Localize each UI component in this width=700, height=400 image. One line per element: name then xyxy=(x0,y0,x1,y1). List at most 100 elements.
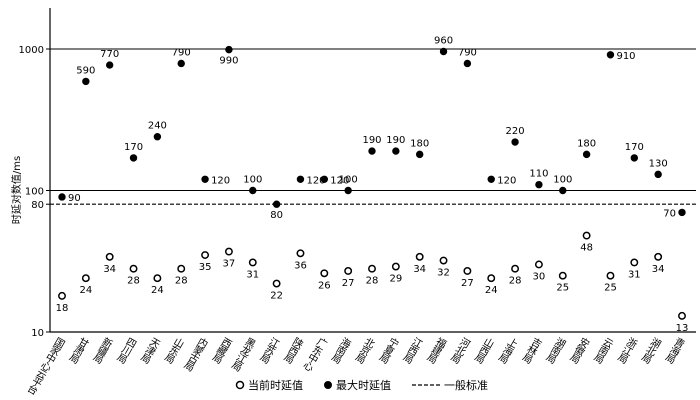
category-label: 海南局 xyxy=(329,335,353,367)
y-tick-label: 1000 xyxy=(19,45,44,56)
category-label: 湖南局 xyxy=(544,336,568,367)
max-value-label: 170 xyxy=(124,142,143,153)
current-value-label: 25 xyxy=(556,283,569,294)
current-value-label: 48 xyxy=(580,243,593,254)
max-value-point xyxy=(225,45,233,54)
max-value-point xyxy=(487,175,495,183)
current-value-point xyxy=(129,264,138,273)
category-label: 安徽局 xyxy=(568,335,592,367)
y-tick-label: 10 xyxy=(31,328,44,339)
current-value-point xyxy=(320,269,329,278)
current-value-point xyxy=(439,256,448,265)
max-value-point xyxy=(177,59,185,68)
legend-open-circle-icon xyxy=(235,380,245,390)
max-value-label: 100 xyxy=(553,175,572,186)
current-value-label: 35 xyxy=(199,262,212,273)
max-value-label: 220 xyxy=(506,126,525,137)
max-value-label: 770 xyxy=(100,49,119,60)
max-value-label: 100 xyxy=(243,175,262,186)
category-label: 新疆局 xyxy=(91,335,115,367)
current-value-label: 34 xyxy=(413,264,426,275)
current-value-label: 31 xyxy=(246,269,259,280)
current-value-point xyxy=(582,231,591,240)
category-label: 北京局 xyxy=(353,336,377,367)
max-value-point xyxy=(201,175,209,183)
max-value-label: 130 xyxy=(649,158,668,169)
max-value-point xyxy=(344,186,352,195)
current-value-label: 25 xyxy=(604,283,617,294)
current-value-label: 27 xyxy=(461,278,474,289)
category-label: 山西局 xyxy=(472,336,496,367)
max-value-label: 120 xyxy=(211,175,230,186)
category-label: 黑龙江局 xyxy=(229,336,257,375)
max-value-point xyxy=(439,47,448,56)
category-label: 宁夏局 xyxy=(377,335,401,367)
current-value-point xyxy=(105,252,114,261)
max-value-point xyxy=(678,208,686,217)
max-value-point xyxy=(368,147,376,155)
current-value-label: 26 xyxy=(318,280,331,291)
max-value-label: 80 xyxy=(270,210,283,221)
current-value-point xyxy=(368,264,376,273)
max-value-point xyxy=(559,186,567,195)
current-value-label: 13 xyxy=(676,323,689,334)
current-value-label: 24 xyxy=(485,285,498,296)
current-value-label: 28 xyxy=(175,276,188,287)
current-value-label: 31 xyxy=(628,269,641,280)
legend: 当前时延值 最大时延值 一般标准 xyxy=(235,378,488,392)
max-value-label: 120 xyxy=(497,175,516,186)
max-value-label: 190 xyxy=(362,135,381,146)
category-label: 山东局 xyxy=(162,336,186,367)
max-value-point xyxy=(582,150,591,159)
max-value-label: 120 xyxy=(330,175,349,186)
max-value-label: 180 xyxy=(577,138,596,149)
current-value-point xyxy=(534,260,543,269)
category-label: 湖北局 xyxy=(639,336,663,367)
plot-area: 10 80 100 1000 国家中心云平台甘肃局新疆局四川局天津局山东局内蒙古局西藏局… xyxy=(19,8,696,398)
category-label: 天津局 xyxy=(139,337,162,367)
current-value-label: 18 xyxy=(56,303,69,314)
current-value-point xyxy=(558,271,567,280)
current-value-point xyxy=(272,279,281,288)
current-value-label: 24 xyxy=(151,285,164,296)
current-value-point xyxy=(296,249,305,258)
max-value-point xyxy=(272,200,281,208)
category-label: 浙江局 xyxy=(615,336,639,367)
current-value-point xyxy=(606,271,615,280)
legend-filled-circle-icon xyxy=(324,381,332,389)
max-value-point xyxy=(82,77,90,86)
max-value-label: 790 xyxy=(458,47,477,58)
max-value-point xyxy=(463,59,472,68)
category-label: 国家中心云平台 xyxy=(25,336,67,398)
category-label: 江苏局 xyxy=(258,336,282,367)
current-value-label: 34 xyxy=(652,264,665,275)
max-value-point xyxy=(105,61,114,69)
current-value-label: 34 xyxy=(103,264,116,275)
max-value-point xyxy=(606,51,615,59)
category-label: 陕西局 xyxy=(282,335,306,367)
category-label: 甘肃局 xyxy=(67,335,91,367)
y-tick-label: 80 xyxy=(31,200,44,211)
max-value-label: 170 xyxy=(625,142,644,153)
current-value-label: 22 xyxy=(270,291,283,302)
current-value-label: 30 xyxy=(533,271,546,282)
max-value-label: 190 xyxy=(386,135,405,146)
current-value-label: 29 xyxy=(389,274,402,285)
legend-label-standard: 一般标准 xyxy=(444,378,488,392)
max-value-label: 790 xyxy=(172,47,191,58)
max-value-label: 120 xyxy=(306,175,325,186)
legend-label-current: 当前时延值 xyxy=(248,378,303,392)
max-value-label: 990 xyxy=(219,56,238,67)
max-value-label: 90 xyxy=(68,193,81,204)
max-value-point xyxy=(511,138,519,146)
current-value-point xyxy=(344,267,353,275)
category-label: 江西局 xyxy=(401,336,425,367)
max-value-label: 590 xyxy=(76,65,95,76)
category-label: 吉林局 xyxy=(520,336,544,367)
category-label: 云南局 xyxy=(592,337,615,367)
current-value-label: 28 xyxy=(509,276,522,287)
category-label: 上海局 xyxy=(496,336,520,367)
current-value-label: 24 xyxy=(79,285,92,296)
current-value-point xyxy=(153,274,162,283)
